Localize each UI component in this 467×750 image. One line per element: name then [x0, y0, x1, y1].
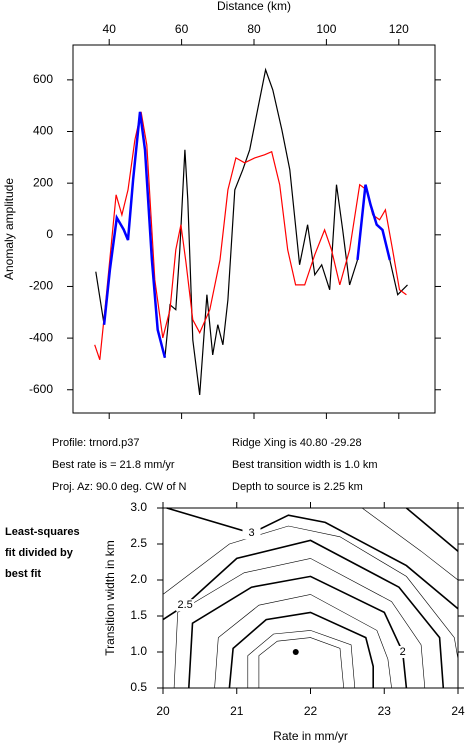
- x-axis-title: Distance (km): [217, 0, 291, 13]
- annotation: fit divided by: [5, 547, 74, 559]
- y-tick-label: 400: [33, 124, 53, 138]
- x-tick-label: 80: [247, 22, 261, 36]
- contour-label: 2: [400, 646, 406, 658]
- bottom-frame: [162, 507, 459, 689]
- info-text: Best rate is = 21.8 mm/yr: [52, 459, 175, 471]
- info-text: Ridge Xing is 40.80 -29.28: [232, 437, 362, 449]
- contour-label-bg: [242, 527, 261, 540]
- y-tick-label: 2.0: [130, 572, 147, 586]
- x-tick-label: 100: [316, 22, 336, 36]
- x-tick-label: 60: [175, 22, 189, 36]
- annotation: best fit: [5, 568, 41, 580]
- y-tick-label: 1.5: [130, 608, 147, 622]
- y-tick-label: 200: [33, 175, 53, 189]
- y-axis-title: Transition width in km: [103, 540, 117, 656]
- y-tick-label: 1.0: [130, 644, 147, 658]
- contour-label: 2.5: [177, 599, 192, 611]
- y-tick-label: 3.0: [130, 500, 147, 514]
- annotation: Least-squares: [5, 526, 80, 538]
- y-tick-label: 0: [46, 227, 53, 241]
- x-tick-label: 23: [378, 704, 392, 718]
- y-tick-label: -600: [29, 382, 53, 396]
- best-fit-point: [292, 649, 299, 655]
- y-tick-label: 2.5: [130, 536, 147, 550]
- info-text: Proj. Az: 90.0 deg. CW of N: [52, 481, 187, 493]
- contour-line: [361, 507, 459, 581]
- x-axis-title: Rate in mm/yr: [273, 729, 348, 743]
- contour-label-bg: [176, 599, 195, 612]
- y-axis-title: Anomaly amplitude: [2, 178, 16, 280]
- contour-label-bg: [393, 646, 412, 658]
- contour-line: [258, 637, 344, 689]
- contour-line: [162, 525, 459, 660]
- contour-line: [247, 630, 356, 689]
- y-tick-label: -400: [29, 330, 53, 344]
- y-tick-label: 600: [33, 72, 53, 86]
- contour-line: [405, 507, 459, 552]
- x-tick-label: 21: [230, 704, 244, 718]
- series-line: [102, 111, 392, 359]
- x-tick-label: 20: [156, 704, 170, 718]
- contour-line: [214, 594, 392, 689]
- contour-label: 3: [248, 527, 254, 539]
- x-tick-label: 24: [451, 704, 465, 718]
- info-text: Depth to source is 2.25 km: [232, 481, 363, 493]
- x-tick-label: 40: [103, 22, 117, 36]
- contour-line: [173, 558, 426, 689]
- x-tick-label: 22: [304, 704, 318, 718]
- y-tick-label: -200: [29, 279, 53, 293]
- contour-line: [166, 507, 459, 610]
- info-text: Best transition width is 1.0 km: [232, 459, 378, 471]
- contour-line: [228, 611, 374, 689]
- x-tick-label: 120: [389, 22, 409, 36]
- info-text: Profile: trnord.p37: [52, 437, 139, 449]
- y-tick-label: 0.5: [130, 680, 147, 694]
